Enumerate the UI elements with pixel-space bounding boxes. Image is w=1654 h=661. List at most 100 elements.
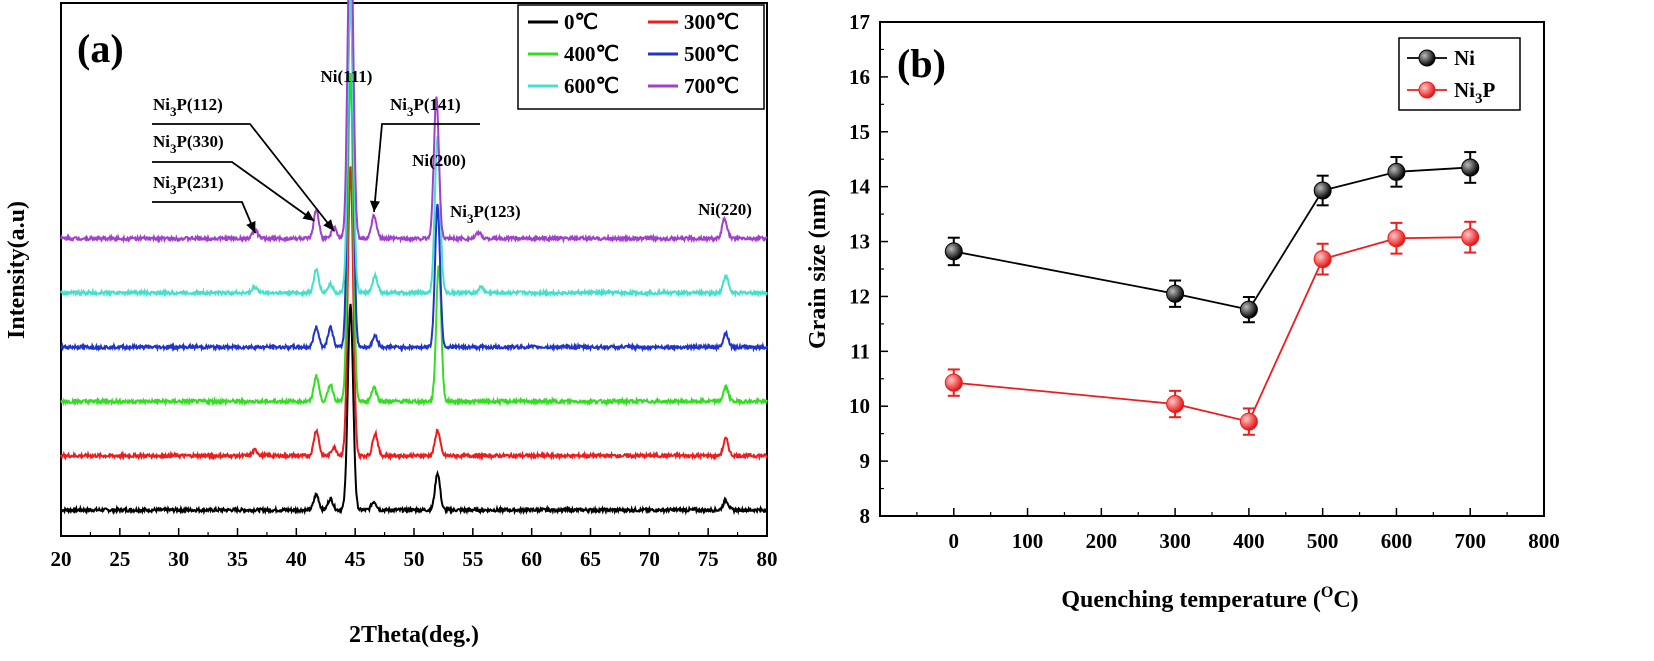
xrd-curve-3 [60,0,768,353]
annotation-sub: 3 [407,104,414,119]
peak-annotation: Ni(111) [320,67,372,86]
x-tick-label: 20 [51,547,72,571]
annotation-arrowhead [323,219,334,231]
xrd-curve-0 [60,303,768,516]
panel-a-legend-items: 0℃ 300℃ 400℃ 500℃ 600℃ 700℃ [528,10,739,98]
x-tick-label: 55 [462,547,483,571]
panel-b-x-axis-label-sup: O [1321,584,1333,601]
peak-annotation: Ni3P(231) [153,173,224,197]
annotation-arrowhead [370,200,380,212]
annotation-rest: P(141) [414,95,461,114]
panel-a-x-ticks: 20 25 30 35 40 45 50 55 60 65 70 75 80 [51,528,778,571]
y-tick-label: 11 [850,339,870,363]
y-tick-label: 14 [849,175,871,199]
panel-b-y-axis-label: Grain size (nm) [805,189,831,349]
annotation-main: Ni [153,95,170,114]
annotation-main: Ni(220) [698,200,752,219]
panel-a-x-axis-label: 2Theta(deg.) [349,622,479,648]
x-tick-label: 65 [580,547,601,571]
peak-annotation: Ni3P(112) [153,95,223,119]
x-tick-label: 75 [698,547,719,571]
annotation-leader [373,123,480,213]
x-tick-label: 200 [1086,529,1118,553]
annotation-leader [152,161,315,222]
x-tick-label: 700 [1454,529,1486,553]
panel-a-annotations: Ni3P(112)Ni3P(330)Ni3P(231)Ni(111)Ni3P(1… [152,67,752,234]
annotation-rest: P(330) [177,132,224,151]
legend-label: Ni3P [1454,78,1496,107]
y-tick-label: 9 [860,449,871,473]
y-tick-label: 10 [849,394,870,418]
annotation-main: Ni(200) [412,151,466,170]
panel-b: 0 100 200 300 400 500 600 700 800 8 9 10 11 12 13 14 15 1… [805,10,1560,613]
annotation-rest: P(123) [474,202,521,221]
legend-label: Ni [1454,46,1475,70]
peak-annotation: Ni(200) [412,151,466,170]
annotation-main: Ni(111) [320,67,372,86]
y-tick-label: 17 [849,10,870,34]
x-tick-label: 25 [109,547,130,571]
panel-a: 20 25 30 35 40 45 50 55 60 65 70 75 80 Ni3P(112)Ni3P… [4,0,778,648]
annotation-arrowhead [302,210,315,221]
data-point [1239,412,1258,431]
legend-label-rest: P [1483,78,1496,102]
x-tick-label: 400 [1233,529,1265,553]
series-line-0 [953,166,1471,311]
annotation-sub: 3 [170,141,177,156]
x-tick-label: 800 [1528,529,1560,553]
y-tick-label: 13 [849,230,870,254]
annotation-main: Ni [450,202,467,221]
annotation-main: Ni [153,132,170,151]
peak-annotation: Ni3P(330) [153,132,224,156]
data-point [1166,284,1185,303]
y-tick-label: 12 [849,284,870,308]
x-tick-label: 40 [286,547,307,571]
panel-b-x-axis-label-end: C) [1333,587,1358,613]
data-point [1166,395,1185,414]
x-tick-label: 0 [949,529,960,553]
panel-b-x-axis-label-main: Quenching temperature ( [1061,587,1321,613]
peak-annotation: Ni3P(123) [450,202,521,226]
x-tick-label: 70 [639,547,660,571]
annotation-sub: 3 [170,182,177,197]
data-point [1387,162,1406,181]
legend-label: 700℃ [684,74,739,98]
data-point [1461,228,1480,247]
legend-label: 600℃ [564,74,619,98]
x-tick-label: 80 [757,547,778,571]
xrd-curve-5 [60,0,768,245]
data-point [1239,300,1258,319]
data-point [944,242,963,261]
data-point [1313,250,1332,269]
x-tick-label: 45 [345,547,366,571]
x-tick-label: 30 [168,547,189,571]
peak-annotation: Ni(220) [698,200,752,219]
legend-label: 400℃ [564,42,619,66]
y-tick-label: 8 [860,504,871,528]
annotation-leader [152,123,335,232]
annotation-sub: 3 [467,211,474,226]
legend-label: 300℃ [684,10,739,34]
xrd-curve-1 [60,166,768,462]
annotation-main: Ni [390,95,407,114]
panel-b-legend-box [1398,37,1521,111]
data-point [944,373,963,392]
panel-b-ticks: 0 100 200 300 400 500 600 700 800 8 9 10 11 12 13 14 15 1… [849,10,1560,553]
legend-swatch-marker [1418,49,1436,67]
legend-label-main: Ni [1454,78,1475,102]
panel-a-legend: 0℃ 300℃ 400℃ 500℃ 600℃ 700℃ [517,4,765,110]
panel-b-series [944,151,1480,436]
legend-swatch-marker [1418,81,1436,99]
annotation-main: Ni [153,173,170,192]
legend-label-sub: 3 [1475,91,1483,107]
legend-label-main: Ni [1454,46,1475,70]
x-tick-label: 500 [1307,529,1339,553]
x-tick-label: 100 [1012,529,1044,553]
xrd-curve-4 [60,0,768,299]
annotation-rest: P(231) [177,173,224,192]
peak-annotation: Ni3P(141) [390,95,461,119]
x-tick-label: 300 [1159,529,1191,553]
panel-a-legend-box [517,4,765,110]
